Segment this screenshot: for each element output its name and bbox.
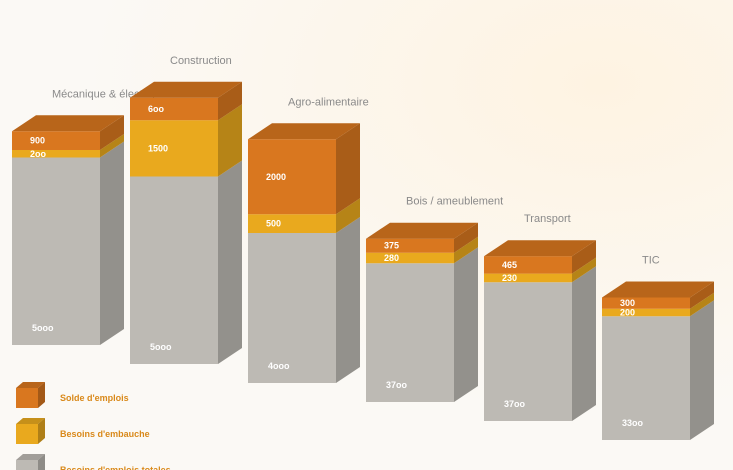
bar-group: 4ooo 500 2000 Agro-alimentaire [248,96,369,383]
bar-segment-front [12,157,100,345]
bar-value-label: 900 [30,136,45,146]
bar-value-label: 2oo [30,149,47,159]
legend-swatch-top [16,454,45,460]
bar-group: 5ooo 1500 6oo Construction [130,55,242,364]
bar-top-face [366,222,478,239]
legend-label: Besoins d'emplois totales [60,465,171,470]
category-label: Agro-alimentaire [288,96,369,108]
bar-value-label: 5ooo [150,342,172,352]
bar-top-face [130,81,242,98]
bar-segment-side [690,300,714,440]
bar-segment-front [366,263,454,402]
bar-group: 37oo 280 375 Bois / ameublement [366,196,503,402]
bar-segment-side [690,281,714,309]
legend-swatch [16,454,45,470]
bar-value-label: 5ooo [32,323,54,333]
bar-segment-side [336,123,360,215]
bar-value-label: 230 [502,273,517,283]
bar-segment-front [602,297,690,309]
category-label: Construction [170,55,232,67]
bar-value-label: 6oo [148,104,165,114]
bar-segment-side [218,81,242,121]
legend-swatch-side [38,382,45,408]
bar-top-face [12,115,124,132]
bar-segment-front [484,282,572,421]
bar-top-face [248,123,360,140]
legend-swatch-side [38,454,45,470]
bar-segment-front [366,252,454,264]
bar-segment-side [454,236,478,264]
bar-segment-side [218,160,242,364]
bar-value-label: 465 [502,260,517,270]
bar-segment-side [100,134,124,158]
bar-segment-side [572,266,596,421]
bar-segment-front [484,273,572,283]
bar-segment-front [130,97,218,121]
bar-segment-front [12,150,100,158]
bar-segment-side [454,247,478,402]
bar-value-label: 37oo [386,380,408,390]
bar-segment-front [248,233,336,383]
legend-swatch-front [16,388,38,408]
bar-segment-side [336,198,360,233]
legend-swatch-front [16,424,38,444]
bar-segment-front [248,139,336,215]
bar-segment-side [100,115,124,150]
bar-segment-front [248,214,336,233]
bar-value-label: 33oo [622,418,644,428]
category-label: Transport [524,213,571,225]
bar-group: 37oo 230 465 Transport [484,213,596,421]
legend-swatch-front [16,460,38,470]
bar-value-label: 2000 [266,172,286,182]
bar-value-label: 375 [384,241,399,251]
category-label: TIC [642,255,660,267]
bar-segment-side [690,292,714,317]
bar-segment-side [572,257,596,283]
bar-segment-front [130,176,218,364]
legend: Solde d'emplois Besoins d'embauche Besoins… [16,382,171,470]
legend-swatch [16,418,45,444]
category-label: Bois / ameublement [406,196,503,208]
bar-segment-front [484,256,572,274]
bar-segment-side [572,240,596,274]
bar-segment-front [130,120,218,177]
legend-label: Besoins d'embauche [60,429,150,439]
bar-value-label: 500 [266,219,281,229]
legend-swatch [16,382,45,408]
bar-segment-front [602,308,690,317]
bar-top-face [484,240,596,257]
bar-value-label: 300 [620,298,635,308]
bar-value-label: 280 [384,253,399,263]
bar-segment-front [366,238,454,253]
bar-value-label: 1500 [148,143,168,153]
bar-segment-side [336,217,360,383]
legend-swatch-side [38,418,45,444]
legend-label: Solde d'emplois [60,393,129,403]
bar-segment-front [602,316,690,440]
bar-value-label: 200 [620,308,635,318]
bar-segment-front [12,131,100,150]
legend-swatch-top [16,382,45,388]
bar-value-label: 4ooo [268,361,290,371]
bar-value-label: 37oo [504,399,526,409]
bar-top-face [602,281,714,298]
bar-segment-side [100,141,124,345]
bar-segment-side [218,104,242,177]
bar-segment-side [454,222,478,253]
legend-swatch-top [16,418,45,424]
